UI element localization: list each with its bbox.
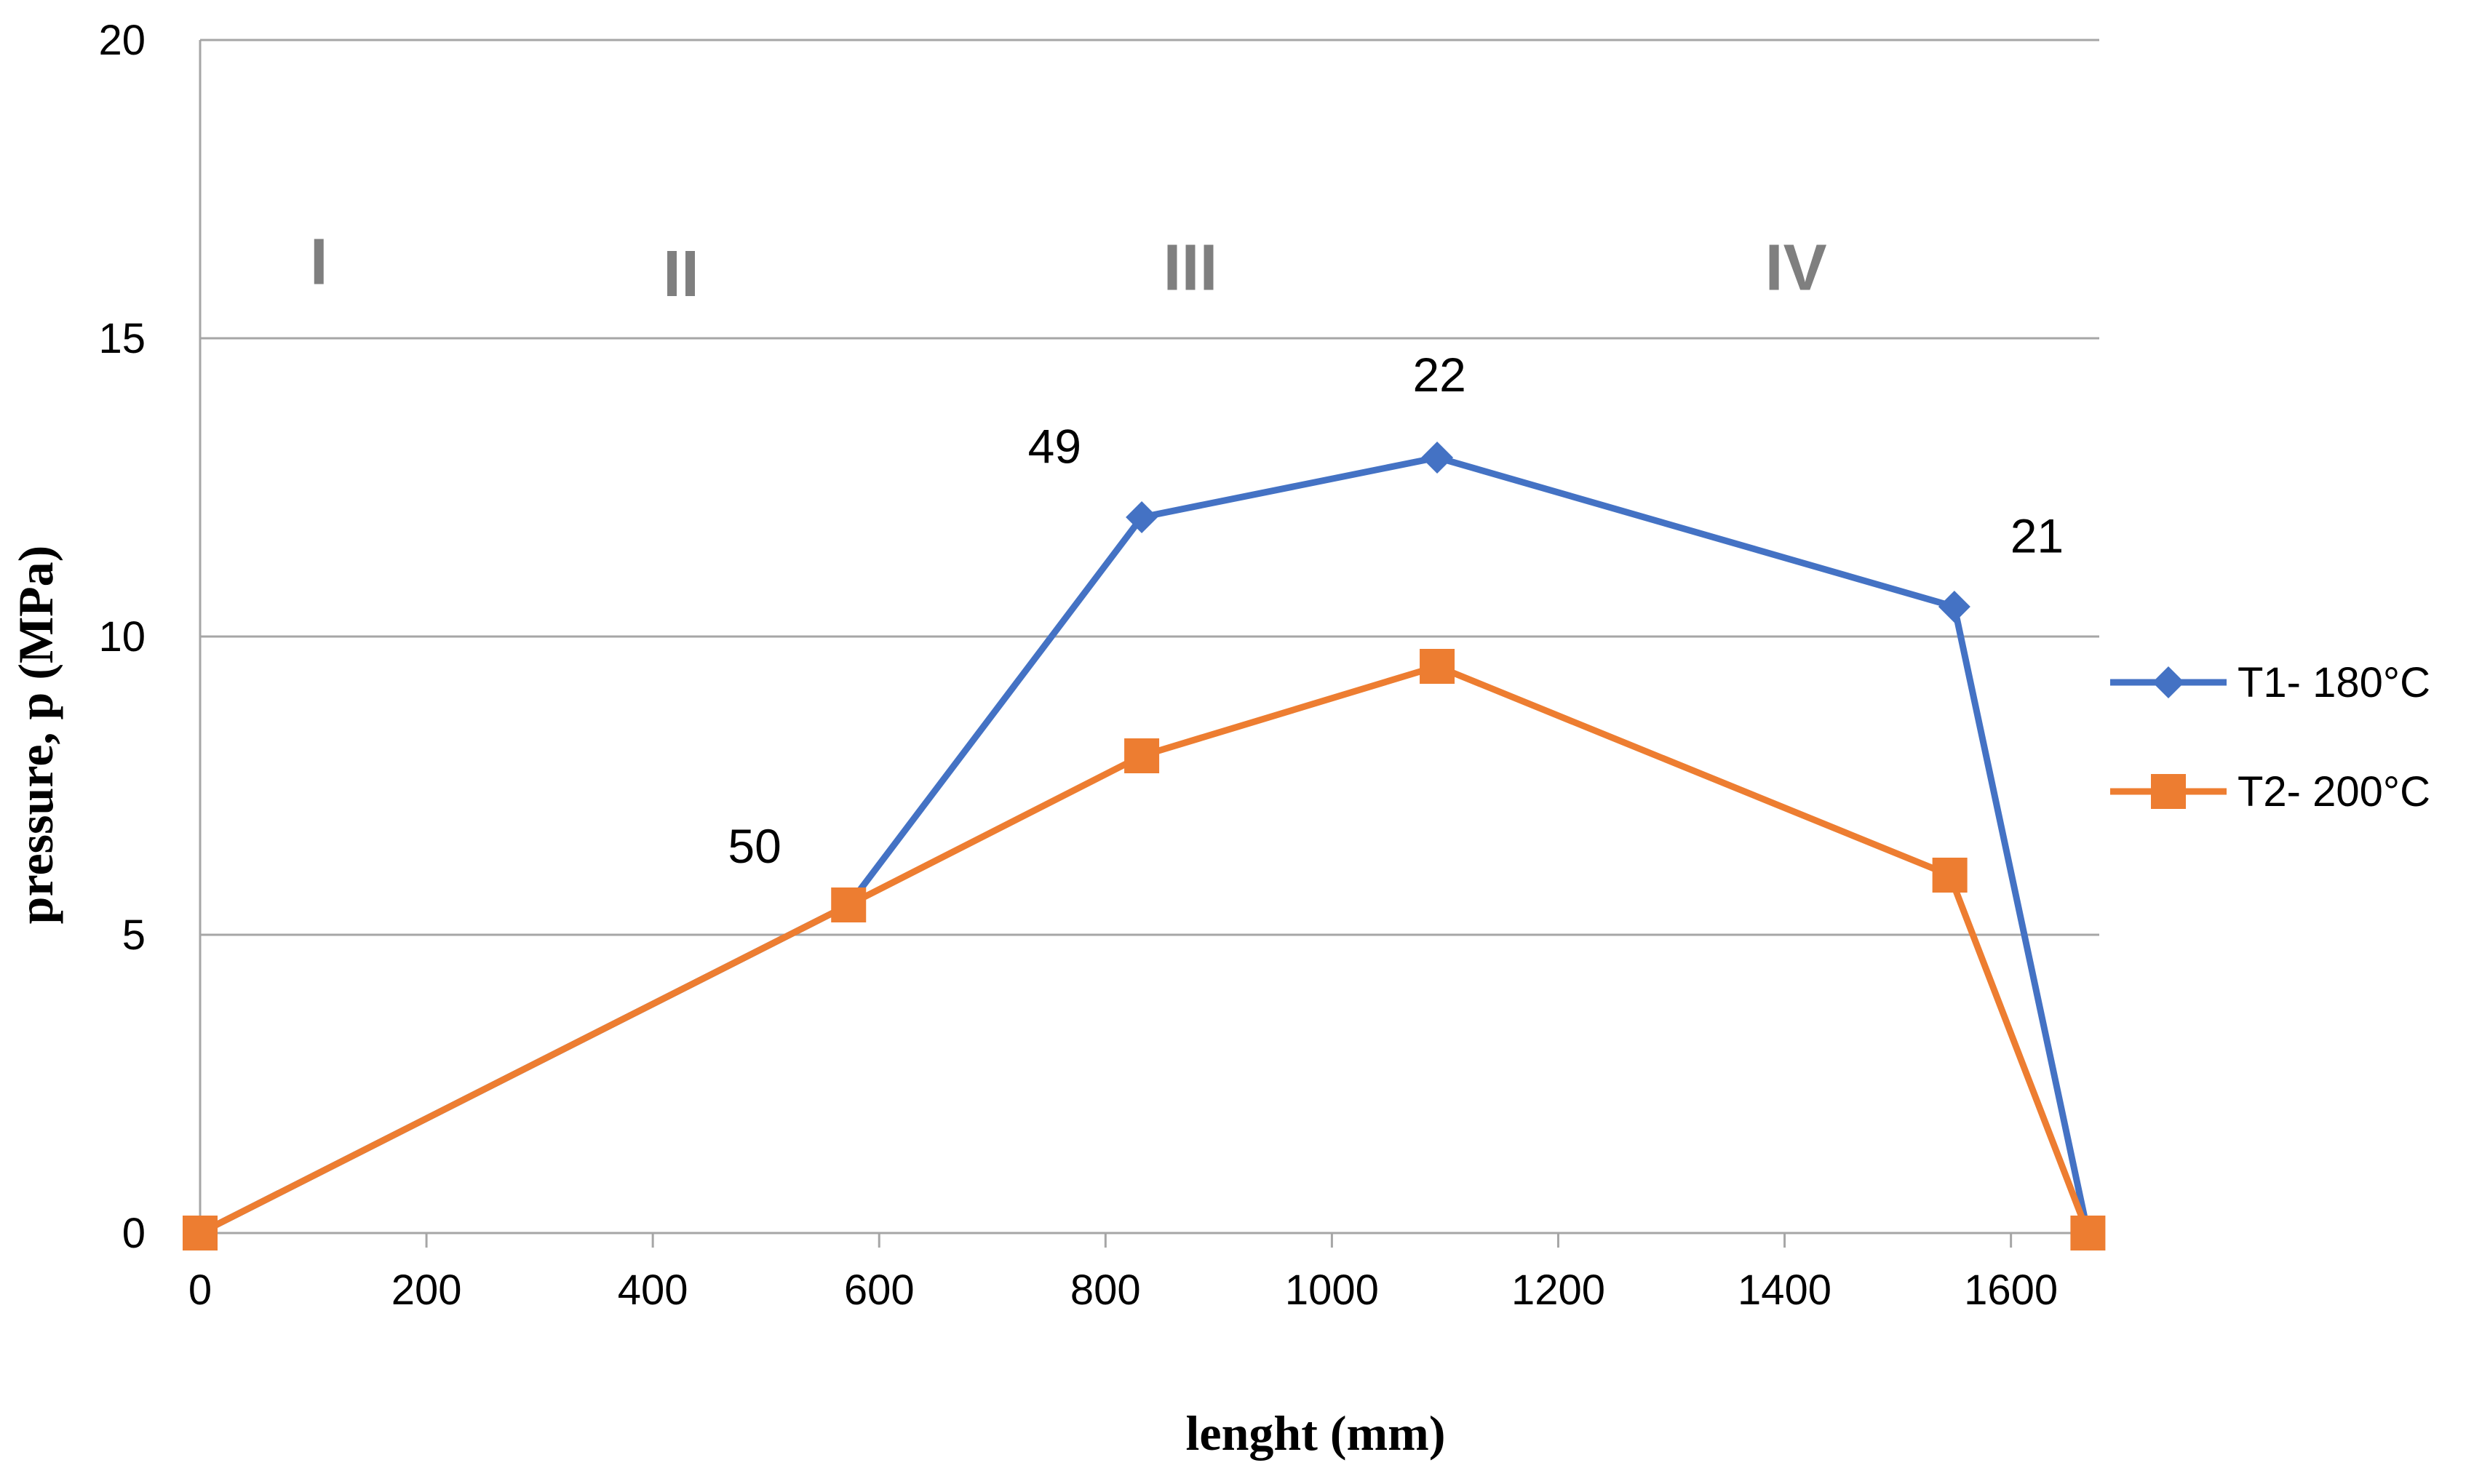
y-tick-labels: 0 5 10 15 20 <box>98 17 146 1257</box>
y-tick-label: 10 <box>98 613 146 661</box>
legend: T1- 180°C T2- 200°C <box>2110 659 2430 815</box>
x-axis-title: lenght (mm) <box>1186 1405 1446 1461</box>
region-label: IV <box>1765 232 1827 305</box>
x-tick-label: 600 <box>844 1266 915 1314</box>
data-point-diamond <box>1421 442 1454 474</box>
data-annotation: 50 <box>728 819 781 873</box>
data-point-diamond <box>1938 591 1970 623</box>
y-tick-label: 0 <box>122 1210 146 1257</box>
data-point-square <box>1932 858 1968 893</box>
legend-label: T2- 200°C <box>2238 768 2430 815</box>
data-annotations: 50 49 22 21 <box>728 348 2064 873</box>
y-axis-title: pressure, p (MPa) <box>8 546 63 925</box>
region-labels: I II III IV <box>310 226 1827 310</box>
x-tick-labels: 0 200 400 600 800 1000 1200 1400 1600 <box>188 1266 2058 1314</box>
legend-marker-square <box>2151 774 2186 809</box>
data-annotation: 22 <box>1412 348 1465 402</box>
y-tick-label: 5 <box>122 911 146 959</box>
x-tick-label: 0 <box>188 1266 212 1314</box>
y-tick-label: 15 <box>98 315 146 362</box>
data-point-diamond <box>1126 501 1158 533</box>
data-point-square <box>2070 1216 2106 1250</box>
x-tick-label: 200 <box>391 1266 462 1314</box>
x-tick-label: 800 <box>1070 1266 1141 1314</box>
x-tick-label: 1000 <box>1285 1266 1379 1314</box>
region-label: II <box>663 238 699 311</box>
data-point-square <box>1420 649 1455 684</box>
x-tick-label: 400 <box>618 1266 688 1314</box>
legend-label: T1- 180°C <box>2238 659 2430 706</box>
region-label: III <box>1163 232 1217 305</box>
x-tick-label: 1600 <box>1964 1266 2058 1314</box>
data-point-square <box>831 887 867 922</box>
grid-lines <box>199 39 2101 1248</box>
series-line-2 <box>198 663 2091 1237</box>
data-annotation: 21 <box>2010 509 2064 563</box>
data-point-square <box>183 1216 218 1250</box>
y-tick-label: 20 <box>98 17 146 64</box>
region-label: I <box>310 226 328 298</box>
legend-marker-diamond <box>2152 666 2184 698</box>
data-annotation: 49 <box>1028 420 1081 474</box>
series-layer <box>183 442 2106 1250</box>
x-tick-label: 1200 <box>1511 1266 1605 1314</box>
series-line-1 <box>198 454 2091 1237</box>
data-point-square <box>1124 738 1160 773</box>
x-tick-label: 1400 <box>1738 1266 1831 1314</box>
